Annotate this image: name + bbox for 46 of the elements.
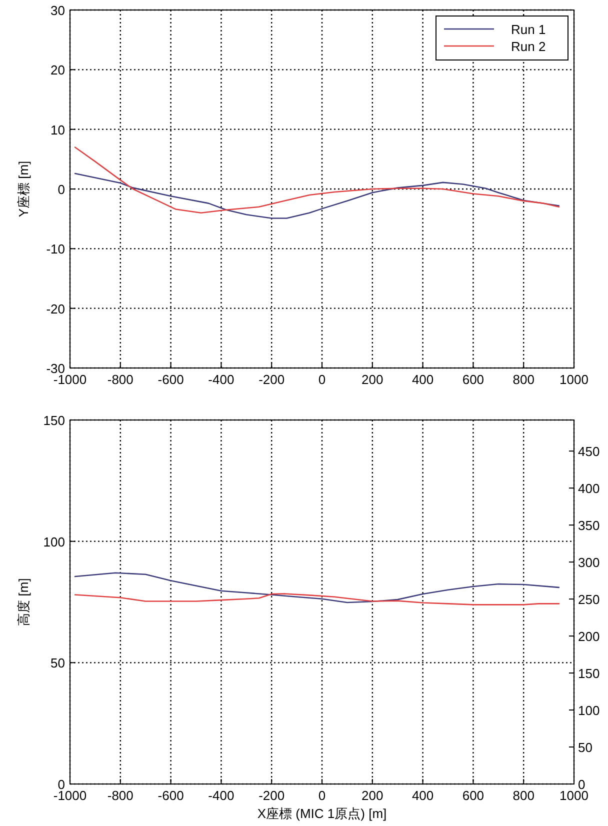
y2-tick-label: 50 (578, 740, 592, 756)
y2-tick-label: 150 (578, 666, 600, 682)
x-tick-label: 400 (412, 372, 434, 387)
y-tick-label: 10 (50, 122, 65, 138)
y-tick-label: 100 (43, 534, 65, 550)
x-tick-label: -400 (208, 788, 234, 803)
y-tick-label: 150 (43, 413, 65, 428)
y2-tick-label: 250 (578, 592, 600, 608)
x-tick-label: -200 (258, 372, 285, 387)
y2-tick-label: 200 (578, 629, 600, 644)
x-tick-label: 200 (362, 788, 384, 803)
x-tick-label: 600 (462, 372, 484, 387)
y2-tick-label: 450 (578, 444, 600, 460)
x-tick-label: -600 (158, 788, 184, 803)
x-tick-label: 1000 (560, 372, 588, 387)
y-axis-title: 高度 [m] (16, 578, 31, 626)
line-series (74, 172, 560, 219)
y2-tick-label: 400 (578, 481, 600, 496)
x-tick-label: -600 (158, 372, 184, 387)
x-tick-label: 0 (318, 372, 326, 387)
x-tick-label: 800 (512, 788, 534, 803)
y-tick-label: -20 (46, 301, 65, 316)
y-tick-label: 50 (50, 656, 65, 671)
y-tick-label: 20 (50, 62, 65, 78)
y2-tick-label: 100 (578, 703, 600, 718)
y2-tick-label: 300 (578, 555, 600, 570)
line-series (74, 146, 560, 214)
y-tick-label: 0 (58, 182, 65, 197)
x-tick-label: -800 (107, 788, 134, 803)
x-tick-label: -400 (208, 372, 234, 387)
legend-label: Run 2 (511, 39, 546, 54)
y-axis-title: Y座標 [m] (16, 160, 31, 218)
legend-label: Run 1 (511, 22, 546, 37)
x-axis-title: X座標 (MIC 1原点) [m] (257, 806, 387, 821)
y2-tick-label: 350 (578, 518, 600, 534)
x-tick-label: 0 (318, 788, 326, 803)
x-tick-label: 400 (412, 788, 434, 803)
y-tick-label: -10 (46, 242, 65, 257)
line-series (74, 593, 560, 606)
x-tick-label: 800 (512, 372, 534, 387)
x-tick-label: -800 (107, 372, 134, 387)
x-tick-label: -200 (258, 788, 285, 803)
line-series (74, 572, 560, 604)
x-tick-label: 600 (462, 788, 484, 803)
x-tick-label: 200 (362, 372, 384, 387)
y-tick-label: 30 (50, 3, 65, 18)
